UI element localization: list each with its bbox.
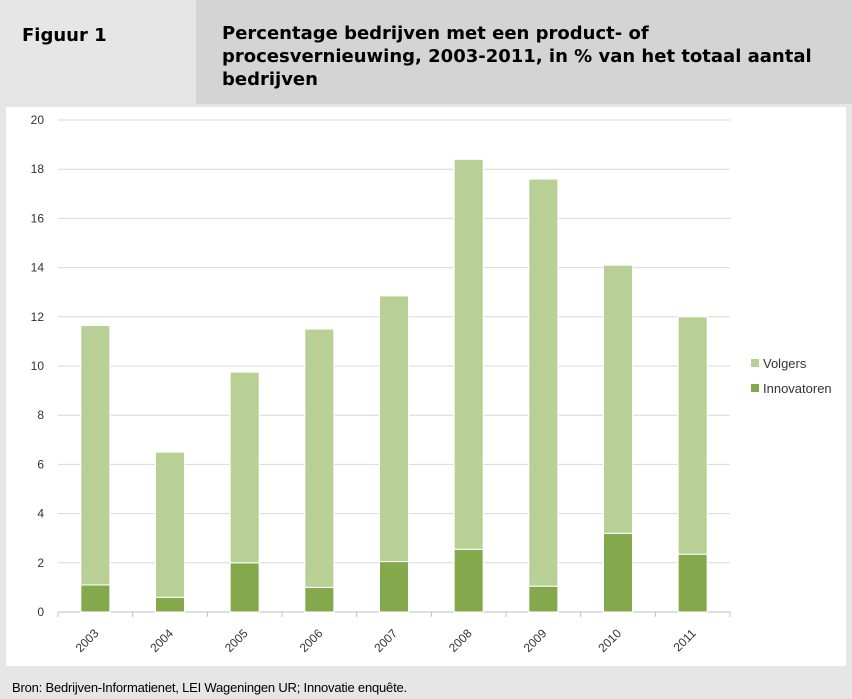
x-tick-label: 2005 [222, 626, 251, 655]
figure-label: Figuur 1 [22, 25, 107, 46]
bar-volgers-2008 [453, 158, 484, 550]
bar-volgers-2003 [80, 324, 111, 586]
figure-title: Percentage bedrijven met een product- of… [222, 23, 812, 90]
legend-swatch-innovatoren [751, 384, 759, 392]
legend-label-innovatoren: Innovatoren [763, 381, 832, 396]
x-tick-label: 2004 [147, 626, 176, 655]
bar-volgers-2004 [155, 451, 185, 598]
stacked-bar-chart: 0 2 4 6 8 10 12 14 16 18 20 2003 2004 2005 2006 2007 200… [31, 113, 832, 655]
x-tick-label: 2009 [521, 626, 550, 655]
bar-innovatoren-2009 [528, 585, 559, 613]
chart-area: 0 2 4 6 8 10 12 14 16 18 20 2003 2004 2005 2006 2007 200… [6, 107, 846, 666]
y-tick-label: 4 [37, 507, 44, 521]
bar-volgers-2009 [528, 178, 559, 587]
bar-innovatoren-2011 [677, 553, 708, 613]
figure-title-panel: Percentage bedrijven met een product- of… [196, 0, 852, 104]
bar-innovatoren-2008 [453, 548, 484, 613]
y-tick-label: 6 [37, 457, 44, 471]
bar-innovatoren-2004 [155, 596, 185, 613]
y-tick-label: 20 [31, 113, 45, 127]
bar-volgers-2010 [603, 264, 633, 534]
x-tick-label: 2010 [595, 626, 624, 655]
x-tick-label: 2007 [371, 626, 400, 655]
bar-innovatoren-2007 [379, 561, 409, 613]
bar-volgers-2005 [229, 371, 260, 564]
y-tick-label: 12 [31, 310, 45, 324]
bar-innovatoren-2006 [304, 586, 335, 613]
y-tick-label: 10 [31, 359, 45, 373]
bar-innovatoren-2010 [603, 532, 633, 613]
legend-swatch-volgers [751, 359, 759, 367]
x-tick-label: 2006 [297, 626, 326, 655]
bar-volgers-2011 [677, 316, 708, 555]
y-tick-label: 18 [31, 162, 45, 176]
x-tick-label: 2003 [73, 626, 102, 655]
y-tick-label: 8 [37, 408, 44, 422]
y-tick-label: 2 [37, 556, 44, 570]
bar-innovatoren-2005 [229, 562, 260, 613]
x-tick-label: 2011 [671, 626, 699, 654]
legend-label-volgers: Volgers [763, 356, 807, 371]
x-tick-label: 2008 [446, 626, 475, 655]
y-tick-label: 14 [31, 261, 45, 275]
bar-innovatoren-2003 [80, 584, 111, 613]
y-tick-label: 0 [37, 605, 44, 619]
figure-header: Figuur 1 Percentage bedrijven met een pr… [0, 0, 852, 104]
y-tick-label: 16 [31, 211, 45, 225]
bar-volgers-2006 [304, 328, 335, 588]
bar-volgers-2007 [379, 295, 409, 563]
source-note: Bron: Bedrijven-Informatienet, LEI Wagen… [12, 680, 407, 695]
